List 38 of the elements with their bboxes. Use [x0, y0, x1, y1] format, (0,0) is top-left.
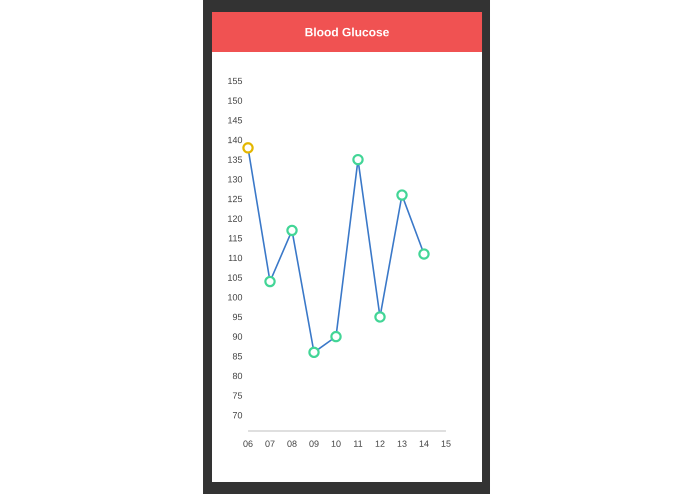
y-tick-label: 70 — [232, 412, 242, 418]
point — [308, 346, 320, 358]
y-tick-label: 130 — [228, 176, 242, 182]
y-tick-label: 145 — [228, 117, 242, 124]
y-tick-label: 125 — [228, 196, 242, 202]
x-tick-label: 06 — [243, 440, 253, 447]
x-tick-label: 07 — [265, 440, 275, 447]
point — [264, 276, 276, 288]
point — [374, 311, 386, 323]
x-tick-label: 11 — [354, 440, 362, 447]
y-tick-label: 75 — [232, 392, 242, 399]
point — [330, 330, 342, 342]
point — [352, 154, 364, 166]
point — [396, 189, 408, 201]
y-tick-label: 110 — [228, 254, 242, 262]
x-tick-label: 13 — [398, 440, 407, 447]
y-tick-label: 155 — [228, 78, 242, 84]
y-tick-label: 140 — [228, 136, 242, 144]
y-tick-label: 120 — [228, 215, 242, 222]
y-tick-label: 150 — [228, 97, 242, 104]
y-tick-label: 90 — [232, 333, 242, 340]
y-tick-label: 135 — [228, 156, 242, 163]
y-tick-label: 100 — [228, 294, 242, 300]
y-tick-label: 115 — [228, 235, 242, 242]
x-tick-label: 12 — [376, 440, 385, 447]
y-tick-label: 80 — [232, 372, 242, 380]
point — [286, 224, 298, 236]
y-tick-label: 95 — [232, 314, 242, 320]
x-tick-label: 09 — [309, 440, 319, 447]
y-tick-label: 105 — [228, 274, 242, 281]
chart-title: Blood Glucose — [305, 28, 389, 36]
x-tick-label: 08 — [287, 440, 297, 447]
point — [242, 142, 254, 154]
x-tick-label: 15 — [442, 440, 451, 447]
point — [418, 248, 430, 260]
x-tick-label: 10 — [332, 440, 341, 447]
y-tick-label: 85 — [232, 353, 242, 360]
x-tick-label: 14 — [420, 440, 429, 447]
